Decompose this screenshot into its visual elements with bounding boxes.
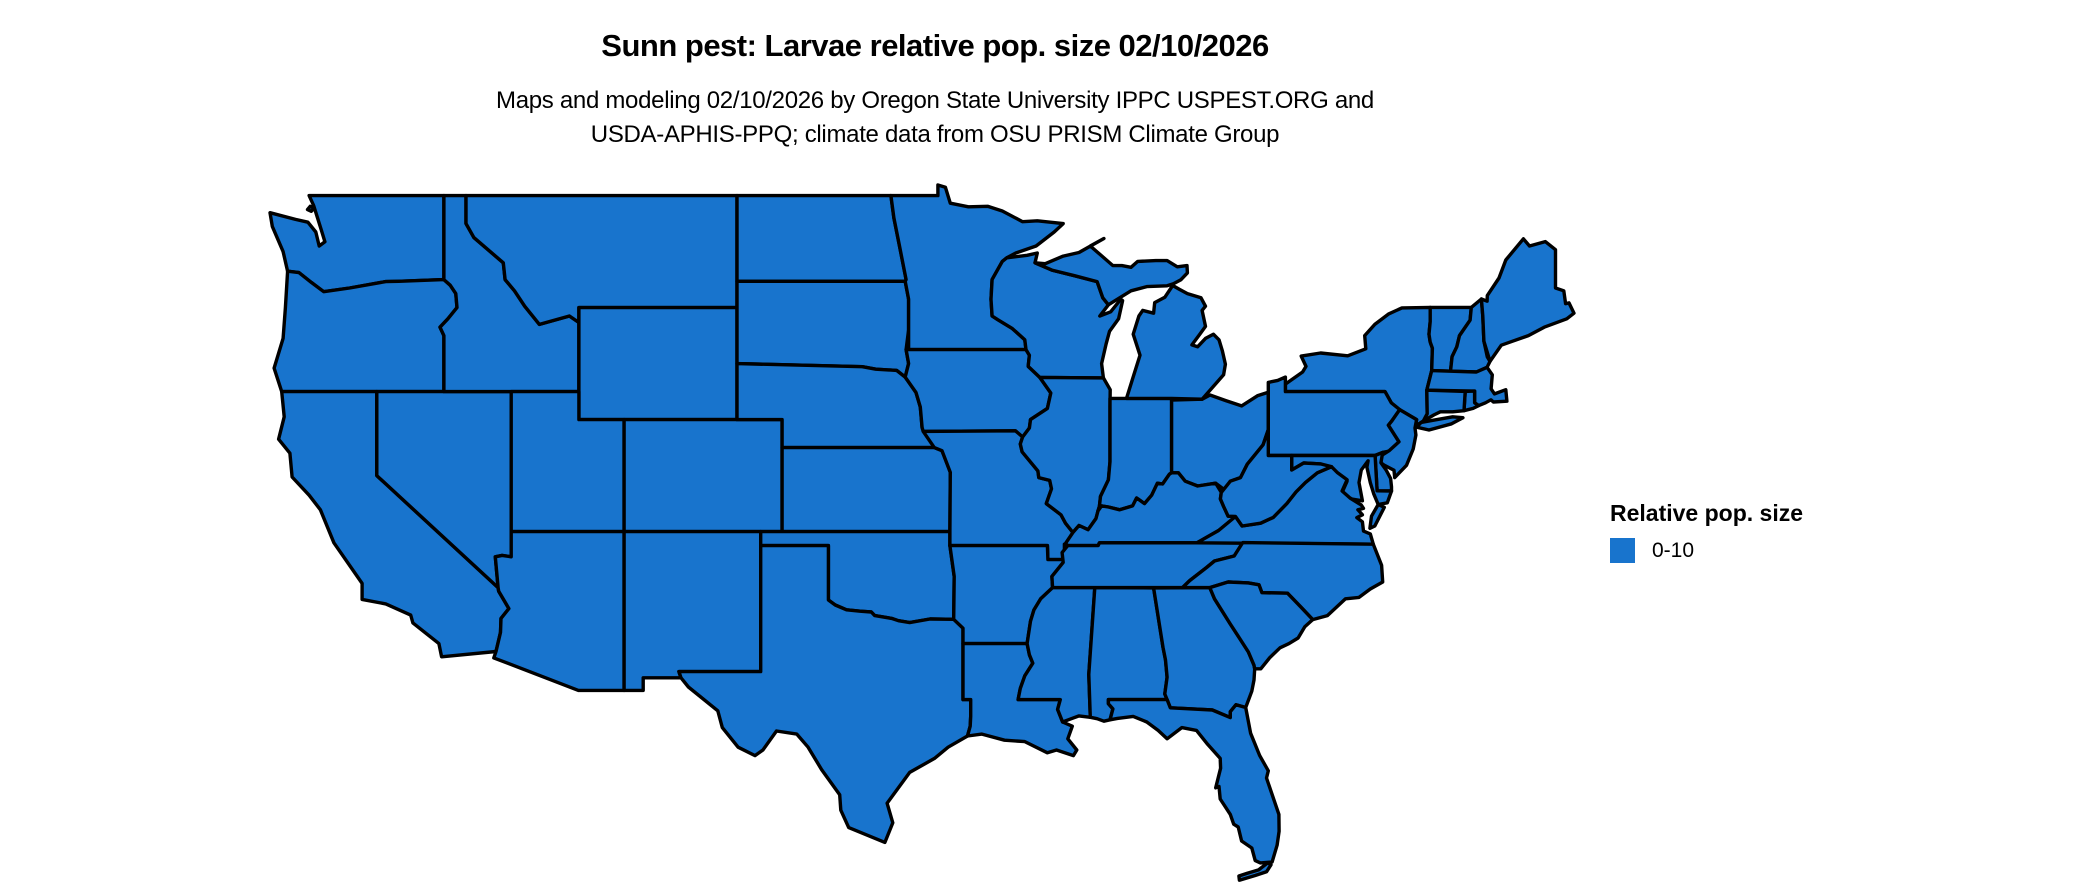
figure-subtitle: Maps and modeling 02/10/2026 by Oregon S… (220, 84, 1650, 152)
legend-item: 0-10 (1610, 538, 1803, 563)
state-az (492, 529, 626, 693)
state-nm (622, 529, 763, 693)
subtitle-line-2: USDA-APHIS-PPQ; climate data from OSU PR… (590, 121, 1280, 148)
state-tx (677, 543, 973, 845)
state-me (1479, 237, 1576, 364)
state-wy (577, 305, 739, 422)
state-or (272, 269, 459, 394)
subtitle-line-1: Maps and modeling 02/10/2026 by Oregon S… (496, 87, 1374, 114)
legend: Relative pop. size 0-10 (1610, 500, 1803, 563)
state-fl (1106, 697, 1281, 882)
legend-title: Relative pop. size (1610, 500, 1804, 526)
state-nj (1379, 407, 1419, 480)
legend-swatch (1610, 538, 1635, 563)
state-nd (735, 193, 908, 283)
state-ks (780, 445, 952, 534)
state-wv (1218, 428, 1334, 528)
state-mi (1033, 236, 1228, 401)
state-ct (1421, 388, 1467, 423)
figure-title: Sunn pest: Larvae relative pop. size 02/… (601, 28, 1269, 63)
legend-label: 0-10 (1652, 538, 1695, 562)
state-sc (1208, 580, 1315, 671)
state-co (622, 417, 784, 534)
